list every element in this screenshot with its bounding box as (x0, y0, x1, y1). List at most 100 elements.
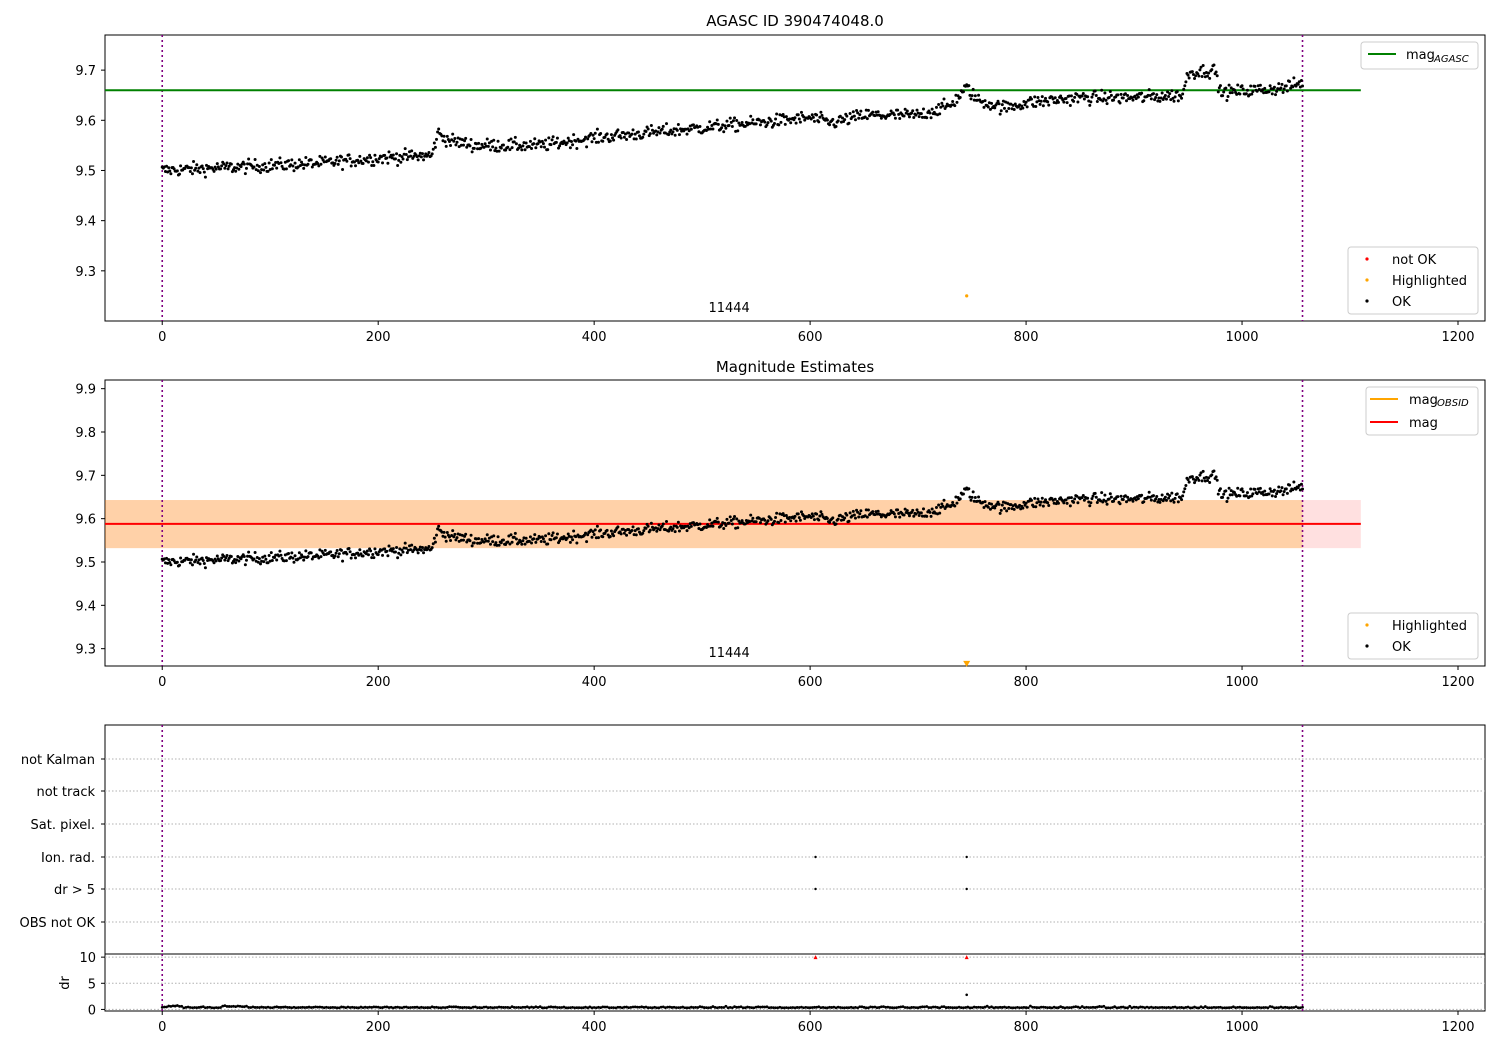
data-point (1109, 495, 1113, 499)
data-point (509, 137, 513, 141)
data-point (630, 529, 634, 533)
dr-outlier (965, 993, 968, 997)
data-point (997, 502, 1001, 506)
dr-point (506, 1006, 510, 1009)
data-point (865, 117, 869, 121)
data-point (323, 155, 327, 159)
dr-point (653, 1005, 657, 1009)
data-point (341, 168, 345, 172)
data-point (496, 535, 500, 539)
data-point (593, 131, 597, 135)
data-point (729, 518, 733, 522)
data-point (1207, 71, 1211, 75)
dr-point (759, 1005, 762, 1009)
data-point (1258, 83, 1262, 87)
data-point (917, 513, 921, 517)
data-point (1059, 94, 1063, 98)
data-point (348, 550, 352, 554)
dr-point (1067, 1006, 1071, 1010)
dr-point (1005, 1006, 1009, 1010)
dr-point (536, 1006, 540, 1009)
data-point (1062, 501, 1066, 505)
data-point (544, 138, 548, 142)
dr-point (1208, 1006, 1212, 1010)
dr-point (707, 1006, 711, 1010)
dr-point (940, 1005, 944, 1009)
data-point (1272, 488, 1276, 492)
dr-point (1232, 1005, 1235, 1009)
dr-point (705, 1006, 708, 1010)
data-point (988, 507, 992, 511)
dr-point (921, 1005, 924, 1009)
dr-point (1082, 1006, 1086, 1010)
dr-point (299, 1006, 302, 1009)
dr-point (1152, 1006, 1155, 1010)
dr-point (722, 1006, 726, 1009)
data-point (998, 511, 1002, 515)
data-point (369, 156, 373, 160)
dr-point (1294, 1005, 1298, 1009)
data-point (565, 141, 569, 145)
dr-point (167, 1004, 171, 1008)
dr-point (763, 1005, 767, 1009)
data-point (495, 149, 499, 153)
dr-point (497, 1005, 501, 1009)
dr-point (946, 1006, 950, 1009)
data-point (532, 142, 536, 146)
data-point (1218, 84, 1222, 88)
data-point (398, 153, 402, 157)
dr-point (1078, 1006, 1082, 1010)
data-point (941, 104, 945, 108)
data-point (1086, 496, 1090, 500)
dr-point (199, 1005, 203, 1009)
legend-label-highlighted: Highlighted (1392, 619, 1467, 634)
data-point (858, 512, 862, 516)
dr-point (368, 1005, 371, 1009)
data-point (470, 150, 474, 154)
dr-point (605, 1005, 609, 1009)
data-point (633, 132, 637, 136)
dr-point (640, 1005, 644, 1009)
dr-point (1102, 1004, 1106, 1008)
panel-magnitude-point-legend: Highlighted OK (1347, 612, 1479, 660)
dr-point (825, 1006, 829, 1010)
data-point (934, 506, 938, 510)
data-point (1170, 89, 1174, 93)
dr-point (905, 1006, 909, 1009)
dr-point (979, 1006, 983, 1009)
dr-point (778, 1005, 782, 1009)
data-point (468, 539, 472, 543)
dr-point (1052, 1005, 1056, 1009)
dr-point (929, 1006, 933, 1009)
data-point (494, 146, 498, 150)
dr-point (810, 1006, 814, 1009)
data-point (528, 535, 532, 539)
data-point (677, 529, 681, 533)
data-point (229, 555, 233, 559)
dr-point (385, 1005, 389, 1009)
x-tick-label: 800 (1014, 330, 1039, 345)
dr-point (787, 1006, 790, 1010)
dr-point (430, 1005, 434, 1009)
dr-point (756, 1005, 760, 1009)
data-point (783, 520, 787, 524)
data-point (710, 123, 714, 127)
data-point (951, 500, 955, 504)
dr-point (381, 1006, 384, 1009)
dr-point (1124, 1006, 1127, 1010)
dr-point (689, 1005, 693, 1009)
data-point (649, 124, 653, 128)
dr-point (720, 1006, 723, 1009)
data-point (329, 157, 333, 161)
data-point (1257, 490, 1261, 494)
dr-point (260, 1005, 263, 1009)
dr-point (1128, 1004, 1132, 1008)
data-point (592, 532, 596, 536)
data-point (1225, 98, 1229, 102)
data-point (244, 558, 248, 562)
data-point (190, 172, 194, 176)
data-point (1199, 65, 1203, 69)
dr-point (841, 1006, 844, 1010)
dr-point (679, 1006, 682, 1009)
